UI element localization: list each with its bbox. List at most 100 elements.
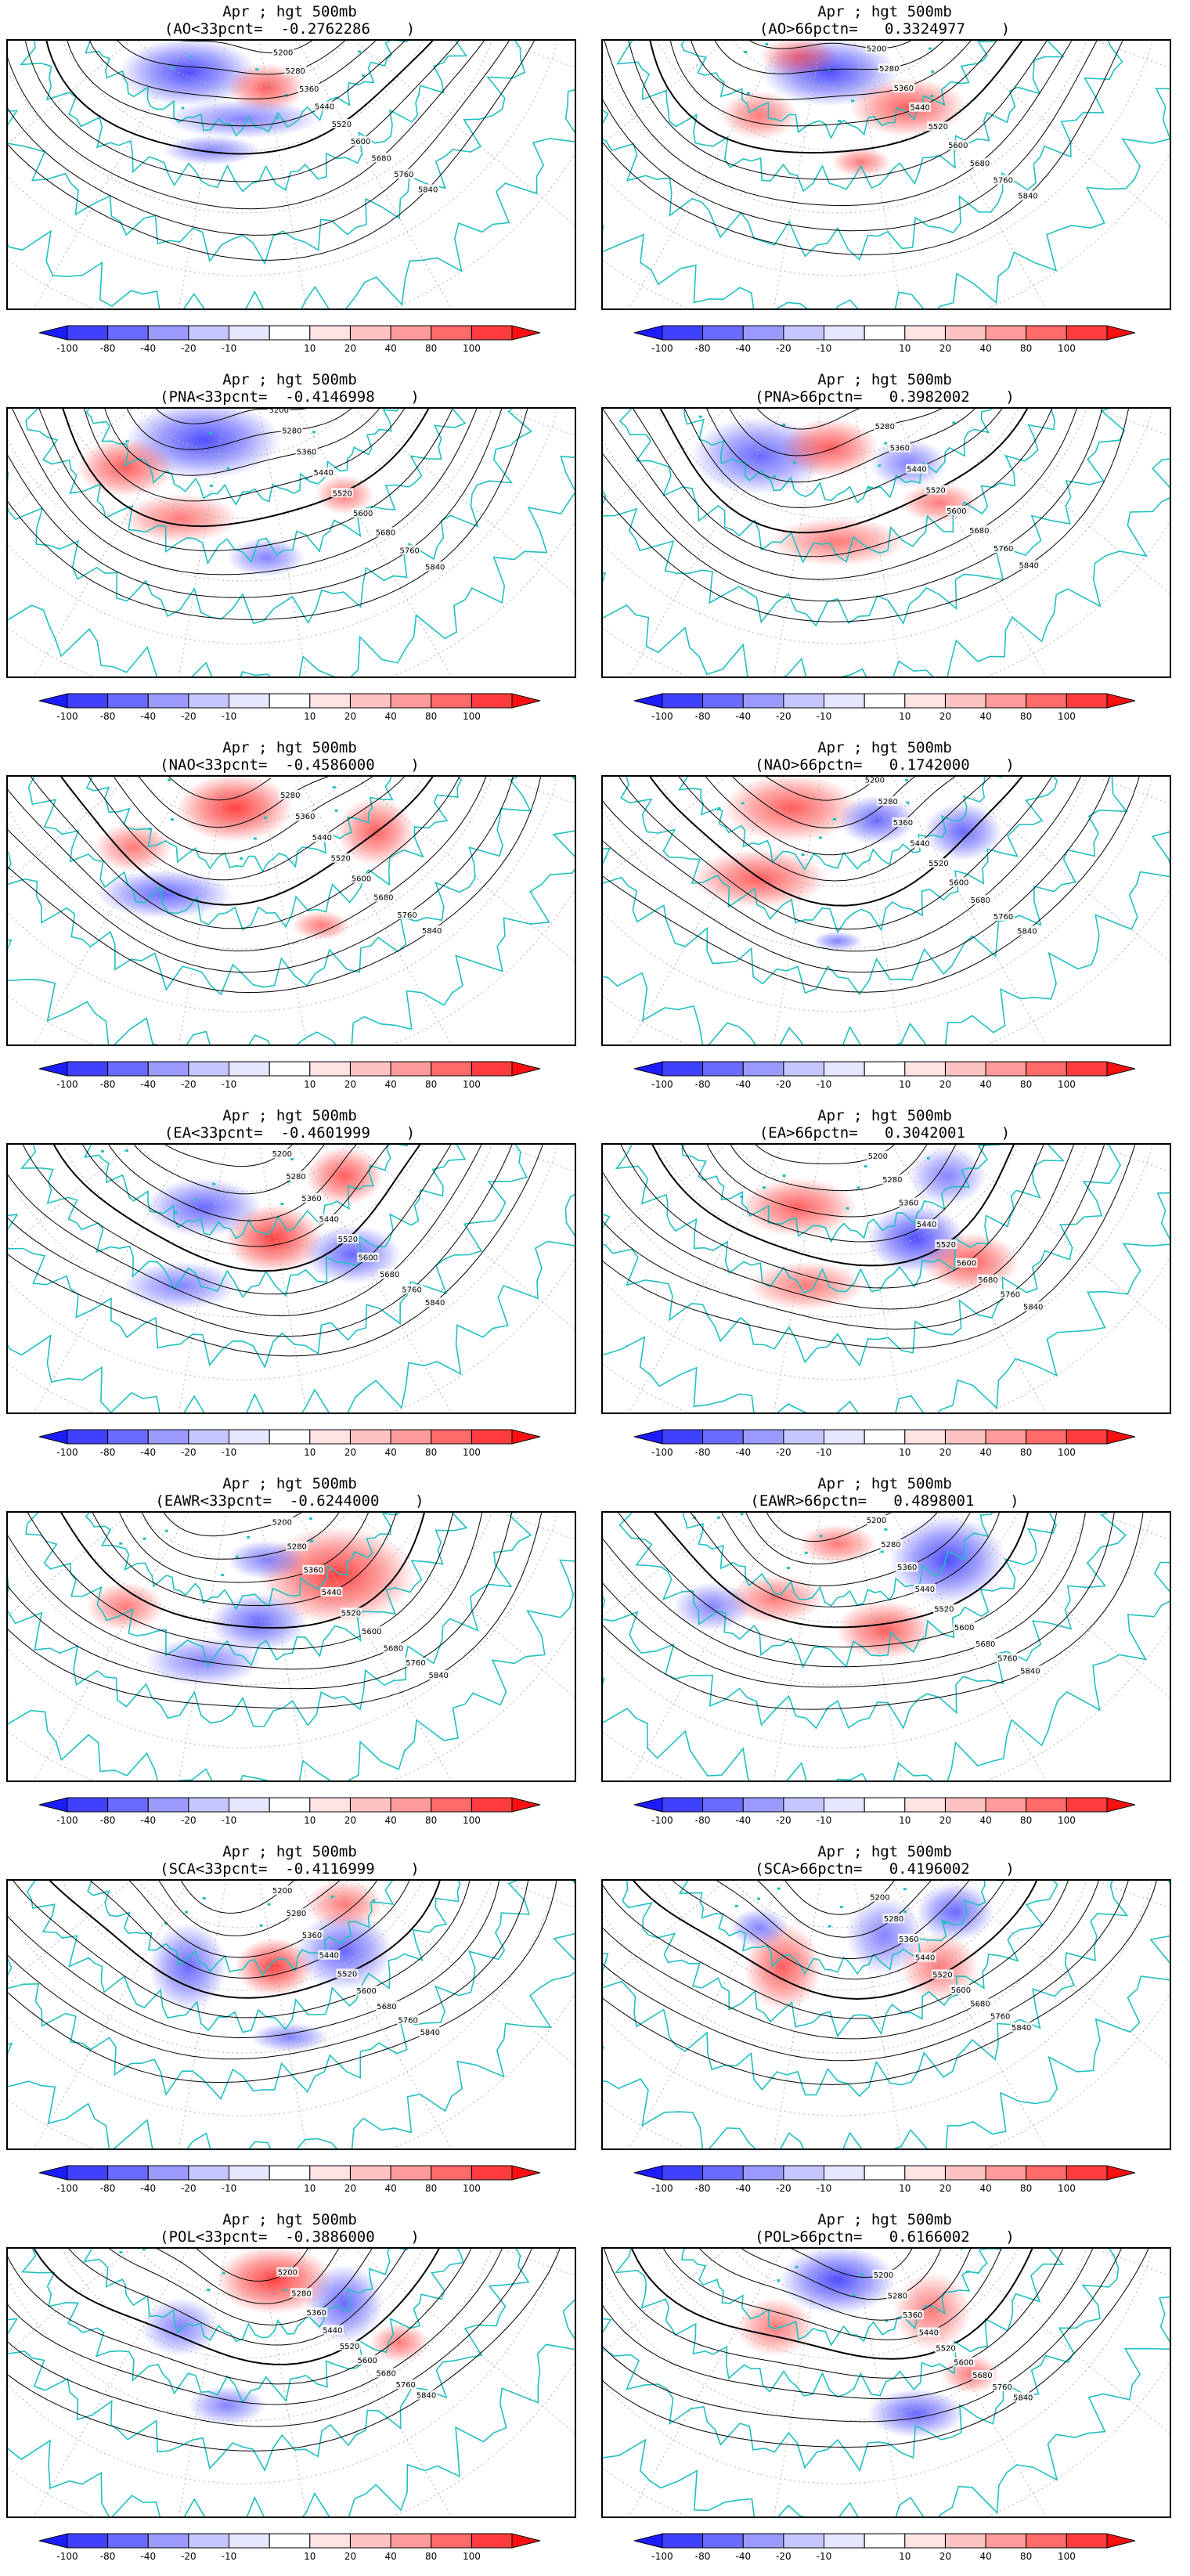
colorbar-tick-label: 40 xyxy=(384,1079,397,1090)
panel-subtitle: (EAWR<33pcnt= -0.6244000 ) xyxy=(155,1492,424,1510)
panel-title: Apr ; hgt 500mb xyxy=(817,1475,952,1492)
colorbar-segment xyxy=(309,2533,351,2549)
height-contours xyxy=(8,41,536,261)
colorbar-tick-label: 20 xyxy=(939,1079,952,1090)
contour-label: 5200 xyxy=(272,1518,292,1527)
negative-anomaly xyxy=(889,1515,1006,1604)
positive-anomaly xyxy=(720,90,799,140)
height-contours xyxy=(603,1881,1157,2085)
colorbar-tick-label: 20 xyxy=(344,1079,357,1090)
contour-label: 5360 xyxy=(897,1564,917,1572)
colorbar-tick-label: -10 xyxy=(221,1447,237,1458)
contour-label: 5360 xyxy=(297,448,316,456)
contour-label: 5600 xyxy=(358,1254,377,1263)
colorbar-arrow-left xyxy=(39,1429,68,1445)
colorbar-segment xyxy=(229,1061,270,1077)
positive-anomaly xyxy=(799,1524,877,1564)
colorbar-segment xyxy=(229,1429,270,1445)
colorbar: -100 -80 -40 -20 -10 10 20 40 80 100 xyxy=(634,1428,1135,1458)
colorbar-segment xyxy=(985,1061,1027,1077)
colorbar-segment xyxy=(350,693,391,709)
panel-subtitle: (SCA>66pctn= 0.4196002 ) xyxy=(755,1860,1015,1878)
colorbar-tick-label: -20 xyxy=(181,711,197,722)
positive-anomaly xyxy=(215,2249,333,2314)
colorbar-svg xyxy=(39,1797,540,1813)
contour-label: 5840 xyxy=(418,186,438,194)
contour-label: 5200 xyxy=(272,1150,292,1159)
panel-subtitle: (EA<33pcnt= -0.4601999 ) xyxy=(164,1124,416,1142)
map-panel: Apr ; hgt 500mb (AO>66pctn= 0.3324977 ) 52… xyxy=(595,0,1174,368)
positive-anomaly xyxy=(781,418,879,478)
contour-label: 5200 xyxy=(272,1887,292,1896)
colorbar-tick-label: -10 xyxy=(816,2551,832,2562)
colorbar-tick-label: -20 xyxy=(776,343,792,354)
colorbar-segment xyxy=(702,2165,744,2181)
contour-label: 5680 xyxy=(972,2372,992,2380)
contour-label: 5520 xyxy=(337,1971,357,1979)
colorbar-segment xyxy=(147,1429,189,1445)
contour-label: 5360 xyxy=(301,1195,321,1203)
panel-subtitle: (PNA>66pctn= 0.3982002 ) xyxy=(755,388,1015,406)
colorbar-segment xyxy=(985,2533,1027,2549)
colorbar-tick-label: 10 xyxy=(899,711,911,722)
contour-label: 5280 xyxy=(287,1910,306,1918)
positive-anomaly xyxy=(748,1261,865,1311)
contour-label: 5680 xyxy=(376,2369,395,2378)
colorbar-segment xyxy=(431,325,472,341)
colorbar-segment xyxy=(742,1061,784,1077)
contour-label: 5760 xyxy=(993,177,1013,186)
colorbar-tick-label: 80 xyxy=(425,343,438,354)
contour-label: 5280 xyxy=(884,1915,903,1924)
contour-label: 5280 xyxy=(879,65,899,74)
colorbar-segment xyxy=(783,325,824,341)
colorbar-tick-label: -20 xyxy=(181,2551,197,2562)
colorbar-svg xyxy=(39,325,540,341)
colorbar-segment xyxy=(188,1061,229,1077)
colorbar-tick-label: -100 xyxy=(651,2551,673,2562)
colorbar: -100 -80 -40 -20 -10 10 20 40 80 100 xyxy=(39,692,540,722)
anomaly-shading xyxy=(691,777,1002,951)
contour-label: 5760 xyxy=(397,911,416,920)
anomaly-shading xyxy=(76,409,374,577)
colorbar-segment xyxy=(985,2165,1027,2181)
colorbar-segment xyxy=(864,325,906,341)
colorbar-tick-label: 40 xyxy=(979,343,992,354)
colorbar-segment xyxy=(1066,693,1108,709)
colorbar-arrow-right xyxy=(511,2165,540,2181)
colorbar-segment xyxy=(67,2165,109,2181)
contour-label: 5520 xyxy=(932,1971,952,1979)
colorbar-segment xyxy=(824,2533,865,2549)
negative-anomaly xyxy=(869,438,947,489)
colorbar-segment xyxy=(188,2533,229,2549)
coastlines xyxy=(8,41,575,308)
contour-label: 5280 xyxy=(280,792,300,800)
colorbar-tick-label: 100 xyxy=(462,2183,481,2194)
colorbar-segment xyxy=(824,1429,865,1445)
height-contours xyxy=(603,409,1129,622)
colorbar-segment xyxy=(1026,2533,1067,2549)
contour-label: 5440 xyxy=(919,2329,939,2338)
contour-label: 5680 xyxy=(970,160,990,168)
panel-title: Apr ; hgt 500mb xyxy=(222,1843,357,1860)
panel-subtitle: (PNA<33pcnt= -0.4146998 ) xyxy=(160,388,420,406)
colorbar-tick-label: -10 xyxy=(816,711,832,722)
colorbar-segment xyxy=(662,1429,704,1445)
panel-title: Apr ; hgt 500mb xyxy=(222,2211,357,2228)
contour-label: 5840 xyxy=(428,1672,448,1680)
colorbar-segment xyxy=(67,1797,109,1813)
colorbar-tick-label: -100 xyxy=(56,343,78,354)
colorbar-arrow-right xyxy=(511,325,540,341)
contour-label: 5760 xyxy=(398,2016,417,2025)
colorbar-tick-label: -10 xyxy=(221,1079,237,1090)
colorbar-segment xyxy=(188,693,229,709)
colorbar-segment xyxy=(107,1429,149,1445)
negative-anomaly xyxy=(162,135,261,165)
negative-anomaly xyxy=(149,1922,227,2011)
colorbar-tick-label: 100 xyxy=(462,1815,481,1826)
